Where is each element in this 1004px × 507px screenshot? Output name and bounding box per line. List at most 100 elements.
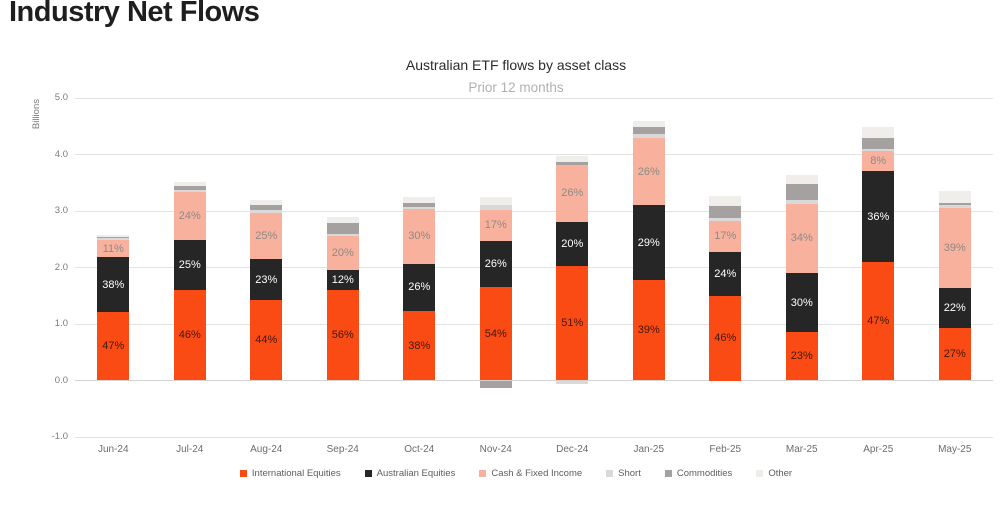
bar-percent-label: 46%	[714, 332, 737, 345]
bar-segment-other	[862, 127, 895, 138]
bar-percent-label: 44%	[255, 334, 278, 347]
chart-subtitle: Prior 12 months	[468, 80, 564, 95]
bar-segment-short	[250, 209, 283, 213]
bar-segment-australian-equities	[709, 251, 742, 296]
bar-segment-australian-equities	[250, 259, 283, 301]
bar-segment-commodities	[862, 137, 895, 149]
bar-segment-short	[556, 380, 589, 384]
bar-segment-cash-fixed-income	[250, 212, 283, 260]
legend-item: Australian Equities	[364, 468, 456, 479]
legend-item: Cash & Fixed Income	[479, 468, 582, 479]
bar-segment-international-equities	[862, 261, 895, 381]
bar-percent-label: 39%	[637, 324, 660, 337]
bar-percent-label: 24%	[178, 209, 201, 222]
x-axis-label: Jul-24	[176, 444, 204, 455]
page-title: Industry Net Flows	[9, 0, 260, 28]
bar-segment-commodities	[785, 184, 818, 201]
bar-segment-cash-fixed-income	[556, 164, 589, 222]
bar-percent-label: 20%	[561, 238, 584, 251]
bar-segment-international-equities	[785, 332, 818, 381]
bar-segment-international-equities	[97, 312, 130, 381]
bar-percent-label: 39%	[943, 242, 966, 254]
bar-segment-australian-equities	[479, 240, 512, 287]
bar-segment-commodities	[938, 203, 971, 206]
legend-label: Short	[618, 468, 641, 479]
bar-percent-label: 47%	[102, 340, 125, 353]
bar-percent-label: 26%	[408, 281, 431, 294]
bar-segment-international-equities	[403, 311, 436, 381]
bar-segment-international-equities	[556, 266, 589, 381]
x-axis-label: Apr-25	[863, 444, 894, 455]
bar-segment-other	[785, 175, 818, 185]
bar-segment-australian-equities	[556, 221, 589, 267]
bar-percent-label: 30%	[408, 230, 431, 243]
bar-segment-australian-equities	[173, 239, 206, 290]
bar-percent-label: 17%	[714, 230, 737, 243]
bar-segment-short	[862, 148, 895, 152]
bar-segment-cash-fixed-income	[862, 151, 895, 172]
legend-label: Other	[768, 468, 793, 479]
bar-segment-international-equities	[479, 286, 512, 381]
bar-segment-short	[97, 238, 130, 241]
legend-swatch-commodities	[664, 470, 672, 477]
legend-label: Cash & Fixed Income	[491, 468, 583, 479]
bar-segment-other	[250, 199, 283, 205]
bar-segment-short	[326, 234, 359, 236]
bar-segment-cash-fixed-income	[709, 220, 742, 252]
gridline	[75, 380, 993, 381]
bar-segment-commodities	[556, 162, 589, 165]
bar-percent-label: 38%	[408, 339, 431, 352]
bar-segment-australian-equities	[632, 205, 665, 281]
legend: International Equities Australian Equitie…	[75, 468, 957, 479]
x-axis-label: Feb-25	[709, 444, 742, 455]
bar-segment-australian-equities	[97, 257, 130, 313]
bar-segment-commodities	[632, 126, 665, 134]
bar-percent-label: 38%	[102, 278, 125, 291]
bar-segment-international-equities	[173, 289, 206, 381]
bar-segment-short	[709, 218, 742, 221]
bar-percent-label: 25%	[255, 229, 278, 242]
y-tick-label: -1.0	[51, 431, 68, 442]
bar-segment-commodities	[97, 236, 130, 239]
bar-percent-label: 26%	[484, 257, 507, 270]
legend-label: Commodities	[676, 468, 733, 479]
x-axis-label: Oct-24	[404, 444, 435, 455]
bar-segment-international-equities	[250, 300, 283, 381]
bar-segment-commodities	[403, 203, 436, 208]
legend-swatch-cash-fixed-income	[479, 470, 487, 477]
legend-label: Australian Equities	[376, 468, 456, 479]
bar-percent-label: 56%	[331, 329, 354, 342]
bar-percent-label: 46%	[178, 329, 201, 342]
bar-segment-commodities	[479, 380, 512, 389]
bar-segment-international-equities	[709, 295, 742, 381]
bar-segment-cash-fixed-income	[97, 240, 130, 258]
bar-segment-short	[403, 207, 436, 210]
bar-percent-label: 47%	[867, 315, 890, 328]
bar-segment-other	[403, 197, 436, 204]
bar-segment-cash-fixed-income	[632, 138, 665, 206]
x-axis-label: Sep-24	[326, 444, 359, 455]
bar-percent-label: 25%	[178, 258, 201, 271]
bar-percent-label: 11%	[102, 242, 124, 255]
legend-label: International Equities	[251, 468, 341, 479]
bar-segment-other	[479, 196, 512, 206]
bar-segment-commodities	[326, 223, 359, 235]
bar-segment-short	[479, 205, 512, 210]
bar-segment-australian-equities	[938, 287, 971, 328]
x-axis-label: Jun-24	[97, 444, 129, 455]
bar-percent-label: 17%	[484, 219, 507, 232]
x-axis-label: Aug-24	[250, 444, 283, 455]
bar-segment-other	[556, 155, 589, 163]
bar-percent-label: 27%	[943, 348, 966, 361]
bar-segment-short	[785, 200, 818, 204]
bar-percent-label: 20%	[331, 246, 354, 259]
bar-segment-international-equities	[632, 280, 665, 381]
bar-segment-australian-equities	[785, 272, 818, 333]
legend-item: International Equities	[239, 468, 341, 479]
bar-segment-commodities	[173, 185, 206, 190]
bar-segment-international-equities	[938, 327, 971, 381]
bar-segment-cash-fixed-income	[326, 235, 359, 270]
y-tick-label: 4.0	[54, 148, 68, 160]
bar-percent-label: 30%	[790, 296, 813, 309]
x-axis-label: Mar-25	[785, 444, 818, 455]
